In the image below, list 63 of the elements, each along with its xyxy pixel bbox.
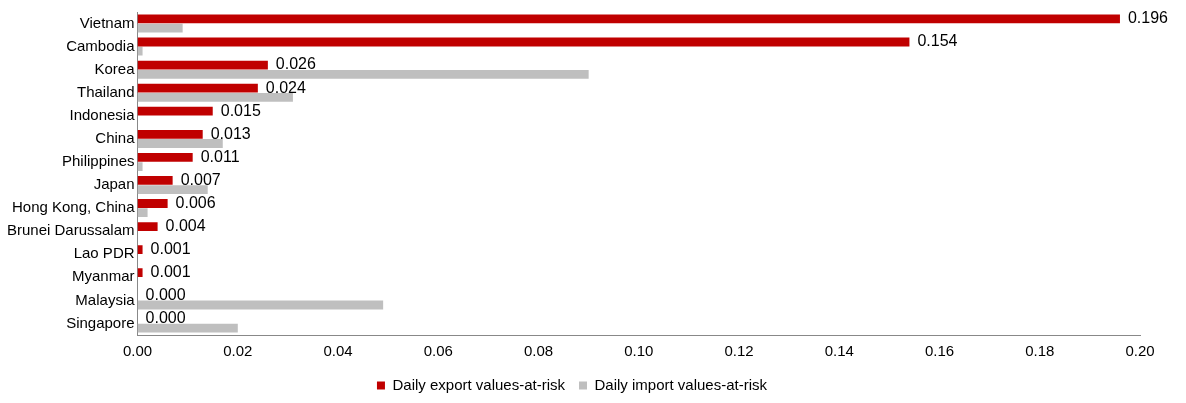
data-label: 0.015 bbox=[220, 101, 261, 119]
bar bbox=[137, 106, 213, 116]
data-label: 0.000 bbox=[145, 309, 186, 327]
x-tick-label: 0.12 bbox=[724, 342, 754, 360]
data-label: 0.013 bbox=[210, 124, 251, 142]
x-tick-label: 0.20 bbox=[1125, 342, 1155, 360]
data-label: 0.001 bbox=[150, 263, 191, 281]
y-tick-label: Myanmar bbox=[72, 267, 135, 285]
y-tick-label: Singapore bbox=[66, 313, 135, 331]
bar bbox=[137, 83, 258, 93]
bar bbox=[137, 300, 384, 310]
bar bbox=[137, 139, 223, 148]
data-label: 0.154 bbox=[917, 32, 958, 50]
data-label: 0.011 bbox=[200, 147, 240, 165]
data-label: 0.000 bbox=[145, 286, 186, 304]
data-label: 0.196 bbox=[1127, 9, 1169, 27]
y-tick-label: Hong Kong, China bbox=[11, 198, 136, 216]
x-tick-label: 0.18 bbox=[1025, 342, 1055, 360]
bar bbox=[137, 37, 910, 47]
y-tick-label: Cambodia bbox=[66, 36, 136, 54]
bar bbox=[137, 152, 193, 162]
x-tick-label: 0.14 bbox=[824, 342, 854, 360]
bar bbox=[137, 60, 268, 70]
data-label: 0.007 bbox=[180, 170, 221, 188]
x-tick-label: 0.16 bbox=[924, 342, 955, 360]
bar bbox=[137, 46, 143, 56]
data-label: 0.004 bbox=[165, 216, 206, 234]
bar bbox=[137, 92, 293, 102]
bar bbox=[137, 222, 158, 231]
bar bbox=[137, 14, 1120, 24]
y-tick-label: Thailand bbox=[77, 82, 135, 100]
y-tick-label: Korea bbox=[94, 59, 136, 77]
y-tick-label: Indonesia bbox=[69, 105, 136, 123]
bar bbox=[137, 129, 203, 139]
bar bbox=[137, 23, 183, 33]
bar bbox=[137, 199, 168, 208]
x-tick-label: 0.10 bbox=[624, 342, 654, 360]
y-tick-label: Brunei Darussalam bbox=[6, 221, 135, 239]
data-label: 0.024 bbox=[265, 78, 306, 96]
bar bbox=[137, 162, 143, 171]
data-label: 0.001 bbox=[150, 240, 191, 258]
x-tick-label: 0.02 bbox=[223, 342, 253, 360]
x-tick-label: 0.04 bbox=[323, 342, 353, 360]
x-tick-label: 0.08 bbox=[523, 342, 554, 360]
y-tick-label: Japan bbox=[93, 175, 135, 193]
y-tick-label: China bbox=[95, 129, 136, 147]
y-tick-label: Philippines bbox=[62, 152, 135, 170]
bar bbox=[137, 208, 148, 218]
bar bbox=[137, 245, 143, 255]
data-label: 0.026 bbox=[275, 55, 317, 73]
y-tick-label: Malaysia bbox=[75, 290, 136, 308]
y-tick-label: Vietnam bbox=[79, 13, 135, 31]
legend-label: Daily export values-at-risk bbox=[392, 375, 566, 393]
x-tick-label: 0.00 bbox=[122, 342, 153, 360]
bar bbox=[137, 176, 173, 185]
y-tick-label: Lao PDR bbox=[73, 244, 135, 262]
bar bbox=[137, 69, 589, 79]
x-tick-label: 0.06 bbox=[423, 342, 453, 360]
bar bbox=[137, 185, 208, 195]
bar bbox=[137, 268, 143, 278]
legend-label: Daily import values-at-risk bbox=[594, 375, 768, 393]
bar bbox=[137, 323, 238, 333]
data-label: 0.006 bbox=[175, 193, 216, 211]
